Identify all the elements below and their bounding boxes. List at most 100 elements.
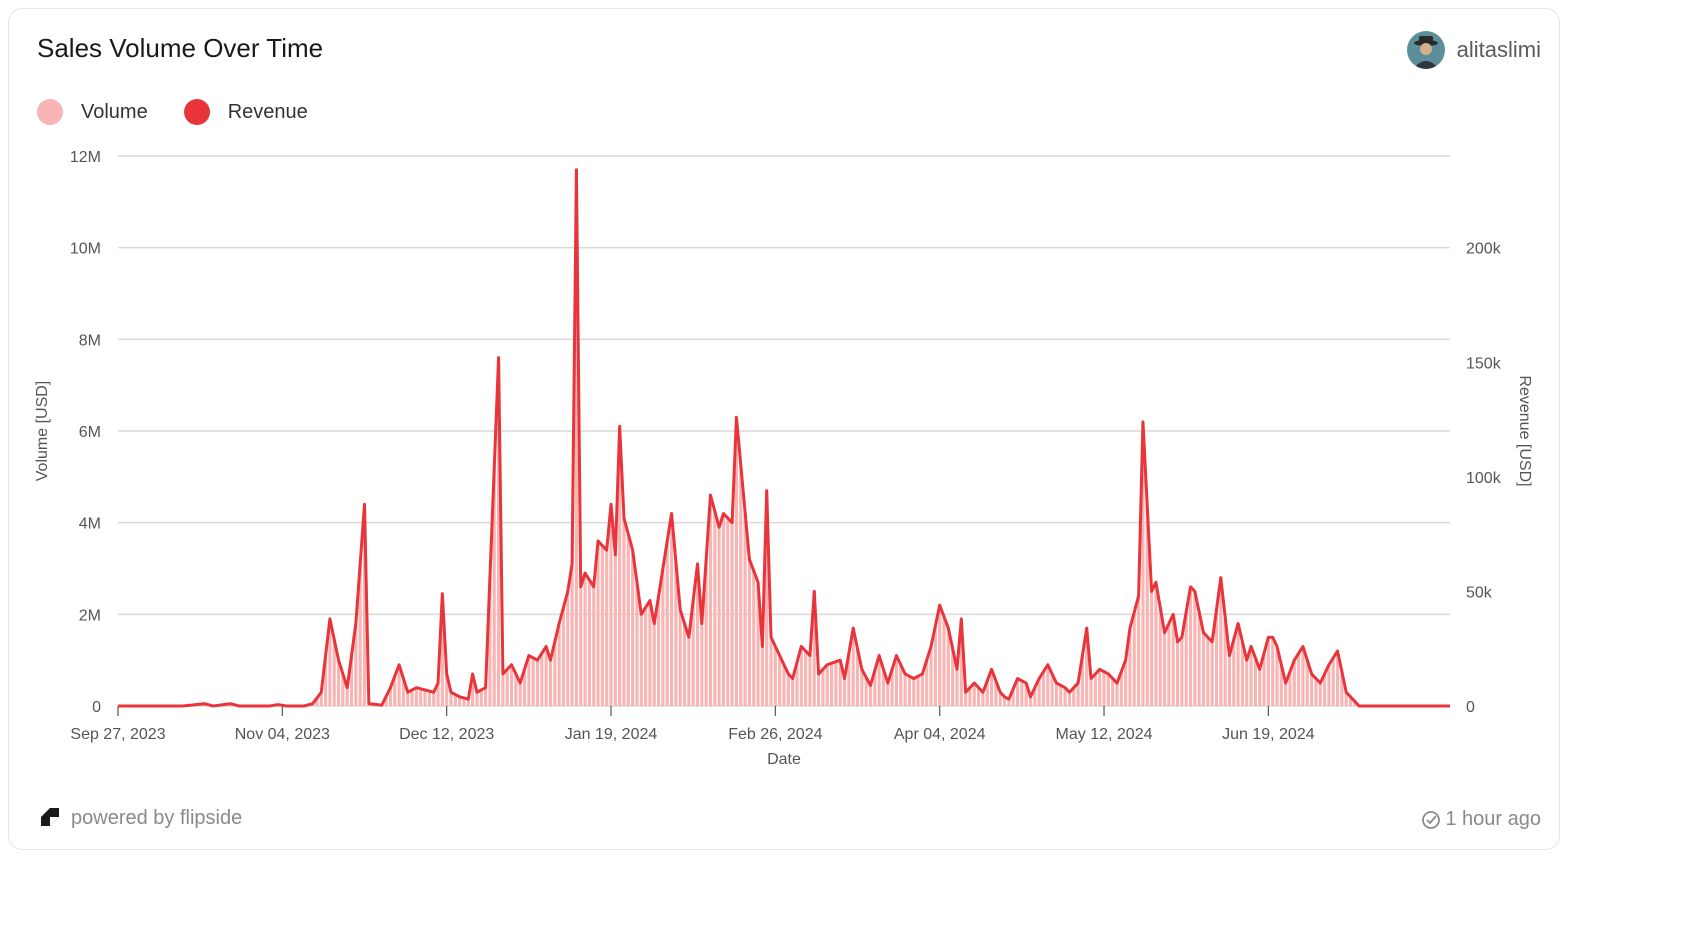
- volume-bar: [605, 550, 609, 706]
- volume-bar: [393, 676, 397, 706]
- volume-bar: [721, 513, 726, 706]
- legend-swatch-volume: [37, 99, 63, 125]
- y-left-tick-label: 4M: [79, 516, 101, 533]
- volume-bar: [324, 655, 328, 706]
- volume-bar: [808, 655, 812, 706]
- volume-bar: [847, 653, 851, 706]
- y-right-tick-label: 200k: [1466, 241, 1502, 258]
- volume-bar: [1067, 692, 1071, 706]
- volume-bar: [769, 637, 773, 706]
- volume-bar: [842, 678, 847, 706]
- volume-bar: [830, 663, 834, 706]
- volume-bar: [527, 655, 531, 706]
- volume-bar: [631, 550, 635, 706]
- volume-bar: [1137, 596, 1141, 706]
- volume-bar: [509, 664, 514, 706]
- volume-bar: [700, 623, 704, 706]
- volume-bar: [868, 685, 873, 707]
- volume-bar: [1318, 683, 1322, 706]
- powered-by[interactable]: powered by flipside: [37, 805, 242, 831]
- volume-bar: [1232, 639, 1236, 706]
- volume-bar: [618, 426, 622, 706]
- volume-bar: [362, 504, 367, 706]
- volume-bar: [1310, 673, 1314, 706]
- volume-bar: [804, 651, 808, 706]
- volume-bar: [1253, 657, 1257, 707]
- volume-bar: [1102, 671, 1106, 707]
- volume-bar: [332, 639, 336, 706]
- volume-bar: [765, 490, 769, 706]
- volume-bar: [349, 655, 354, 706]
- volume-bar: [1007, 699, 1011, 707]
- volume-bar: [518, 683, 522, 706]
- username[interactable]: alitaslimi: [1456, 37, 1541, 62]
- volume-bar: [570, 563, 574, 706]
- volume-bar: [1175, 641, 1180, 706]
- volume-bar: [1292, 660, 1296, 706]
- volume-bar: [419, 688, 423, 706]
- volume-bar: [1046, 664, 1050, 706]
- y-right-axis-title: Revenue [USD]: [1516, 375, 1533, 486]
- x-tick-label: Jun 19, 2024: [1222, 726, 1315, 743]
- y-left-tick-label: 8M: [79, 332, 101, 349]
- volume-bar: [1279, 664, 1283, 706]
- legend-item-revenue[interactable]: Revenue: [183, 99, 308, 125]
- volume-bar: [834, 661, 838, 706]
- volume-bar: [665, 541, 669, 706]
- volume-bar: [955, 669, 959, 706]
- volume-bar: [994, 680, 998, 706]
- volume-bar: [354, 623, 358, 706]
- y-left-axis-title: Volume [USD]: [34, 381, 51, 481]
- volume-bar: [985, 680, 989, 706]
- volume-bar: [341, 673, 345, 706]
- volume-bar: [544, 646, 548, 706]
- volume-bar: [855, 648, 860, 706]
- legend-item-volume[interactable]: Volume: [37, 99, 148, 125]
- volume-bar: [786, 673, 790, 706]
- x-tick-label: Jan 19, 2024: [565, 726, 658, 743]
- volume-bar: [1340, 671, 1344, 707]
- volume-bar: [1184, 612, 1188, 706]
- volume-bar: [1011, 688, 1015, 706]
- y-left-tick-label: 10M: [70, 241, 101, 258]
- volume-bar: [505, 669, 509, 706]
- user-avatar-icon[interactable]: [1406, 31, 1445, 69]
- powered-by-label: powered by flipside: [71, 806, 243, 829]
- author[interactable]: alitaslimi: [1406, 31, 1541, 69]
- volume-bar: [1344, 692, 1348, 706]
- volume-bar: [674, 561, 678, 707]
- volume-bar: [743, 511, 747, 706]
- x-tick-label: Feb 26, 2024: [728, 726, 822, 743]
- volume-bar: [1163, 632, 1167, 706]
- x-tick-label: Apr 04, 2024: [894, 726, 986, 743]
- volume-bar: [838, 660, 842, 706]
- volume-bar: [1266, 637, 1270, 706]
- volume-bar: [959, 618, 963, 706]
- volume-bar: [639, 614, 643, 706]
- volume-bar: [739, 464, 743, 706]
- volume-bar: [1288, 671, 1292, 707]
- volume-bar: [574, 169, 578, 706]
- volume-bar: [1003, 696, 1007, 706]
- volume-bar: [445, 673, 449, 706]
- y-left-tick-label: 12M: [70, 149, 101, 166]
- volume-bar: [1323, 673, 1327, 706]
- volume-bar: [1033, 687, 1037, 706]
- volume-bar: [1141, 421, 1145, 706]
- volume-bar: [423, 689, 427, 706]
- x-tick-label: Sep 27, 2023: [70, 726, 165, 743]
- volume-bar: [708, 495, 713, 706]
- legend-label-revenue: Revenue: [227, 100, 308, 123]
- volume-bar: [1223, 616, 1227, 707]
- volume-bar: [1262, 653, 1266, 706]
- volume-bar: [726, 518, 730, 706]
- volume-bar: [592, 586, 596, 706]
- volume-bar: [873, 670, 877, 706]
- volume-bar: [687, 637, 691, 706]
- volume-bar: [1080, 655, 1084, 706]
- volume-bar: [479, 689, 483, 706]
- volume-bar: [501, 673, 505, 706]
- volume-bar: [587, 579, 591, 706]
- volume-bar: [933, 625, 937, 706]
- volume-bar: [1197, 612, 1201, 706]
